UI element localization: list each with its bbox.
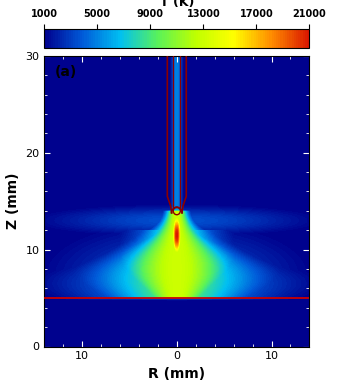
Text: (a): (a) (55, 65, 77, 79)
Title: T (K): T (K) (159, 0, 194, 9)
Y-axis label: Z (mm): Z (mm) (6, 173, 20, 229)
X-axis label: R (mm): R (mm) (148, 367, 205, 381)
